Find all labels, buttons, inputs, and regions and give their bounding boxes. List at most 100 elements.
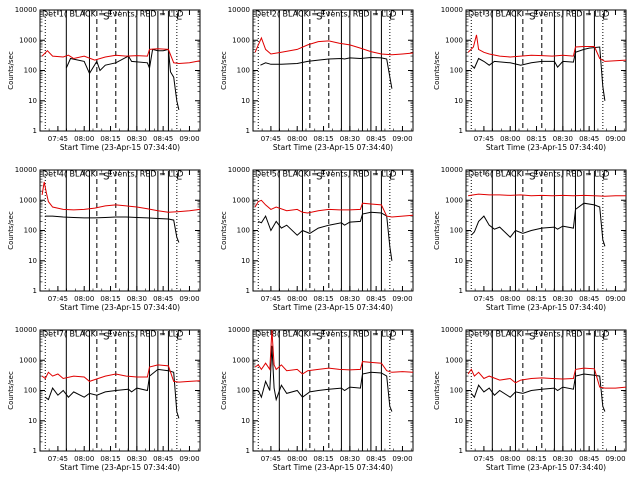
y-tick-label: 10 [28, 97, 37, 105]
panel-title: Det 2( BLACK = Events, RED = LLD [255, 10, 396, 19]
x-tick-label: 09:00 [179, 295, 199, 303]
y-tick-label: 100 [450, 387, 463, 395]
series-events-line [470, 46, 606, 101]
y-tick-label: 1000 [19, 196, 37, 204]
y-tick-label: 10 [241, 257, 250, 265]
x-tick-label: 08:00 [500, 295, 520, 303]
y-axis-label: Counts/sec [433, 371, 441, 410]
series-lld-line [467, 367, 627, 389]
y-tick-label: 10 [28, 417, 37, 425]
series-events-line [44, 368, 180, 419]
x-tick-label: 08:45 [153, 295, 173, 303]
x-tick-label: 08:00 [287, 455, 307, 463]
x-tick-label: 09:00 [392, 135, 412, 143]
x-tick-label: 09:00 [392, 295, 412, 303]
x-tick-label: 08:00 [287, 135, 307, 143]
series-events-line [257, 345, 393, 412]
plot-frame [39, 9, 201, 132]
y-tick-label: 10000 [441, 6, 463, 14]
panel-title: Det 9( BLACK = Events, RED = LLD [468, 330, 609, 339]
series-events-line [470, 202, 606, 247]
marker-label: S [316, 171, 322, 182]
y-tick-label: 10000 [441, 166, 463, 174]
y-tick-label: 1000 [445, 36, 463, 44]
y-tick-label: 1 [459, 127, 463, 135]
x-axis-label: Start Time (23-Apr-15 07:34:40) [273, 463, 393, 472]
y-tick-label: 1 [246, 287, 250, 295]
y-tick-label: 1 [459, 287, 463, 295]
series-lld-line [254, 329, 414, 375]
y-tick-label: 1000 [232, 196, 250, 204]
series-lld-line [254, 199, 414, 218]
y-tick-label: 1000 [232, 356, 250, 364]
y-axis-label: Counts/sec [220, 51, 228, 90]
x-axis-label: Start Time (23-Apr-15 07:34:40) [486, 463, 606, 472]
x-tick-label: 07:45 [261, 295, 281, 303]
marker-label: L [602, 331, 608, 342]
marker-label: L [176, 11, 182, 22]
series-lld-line [468, 193, 626, 197]
x-tick-label: 08:15 [100, 455, 120, 463]
y-tick-label: 1 [33, 127, 37, 135]
x-tick-label: 08:45 [366, 295, 386, 303]
series-lld-line [254, 36, 414, 56]
x-tick-label: 08:30 [553, 455, 573, 463]
marker-label: S [316, 11, 322, 22]
marker-label: L [389, 11, 395, 22]
x-tick-label: 08:00 [74, 295, 94, 303]
x-axis-label: Start Time (23-Apr-15 07:34:40) [60, 143, 180, 152]
y-tick-label: 10 [454, 97, 463, 105]
x-tick-label: 09:00 [605, 455, 625, 463]
y-axis-label: Counts/sec [220, 211, 228, 250]
panel-title: Det 7( BLACK = Events, RED = LLD [42, 330, 183, 339]
marker-label: S [316, 331, 322, 342]
y-tick-label: 10 [241, 417, 250, 425]
marker-label: L [602, 11, 608, 22]
x-tick-label: 08:30 [127, 295, 147, 303]
y-tick-label: 1000 [445, 196, 463, 204]
y-tick-label: 10 [454, 417, 463, 425]
x-tick-label: 08:00 [74, 135, 94, 143]
x-tick-label: 08:15 [526, 295, 546, 303]
x-tick-label: 07:45 [48, 455, 68, 463]
y-tick-label: 1 [33, 287, 37, 295]
y-tick-label: 10000 [228, 166, 250, 174]
x-tick-label: 08:30 [553, 135, 573, 143]
x-axis-label: Start Time (23-Apr-15 07:34:40) [60, 303, 180, 312]
y-tick-label: 1000 [19, 356, 37, 364]
y-tick-label: 10 [454, 257, 463, 265]
marker-label: S [103, 331, 109, 342]
y-tick-label: 10 [28, 257, 37, 265]
y-axis-label: Counts/sec [7, 371, 15, 410]
marker-label: L [389, 331, 395, 342]
plot-frame [252, 169, 414, 292]
plot-frame [465, 329, 627, 452]
y-axis-label: Counts/sec [7, 211, 15, 250]
x-tick-label: 09:00 [179, 455, 199, 463]
y-tick-label: 1 [459, 447, 463, 455]
x-tick-label: 08:00 [287, 295, 307, 303]
x-axis-label: Start Time (23-Apr-15 07:34:40) [273, 303, 393, 312]
panel-title: Det 5( BLACK = Events, RED = LLD [255, 170, 396, 179]
y-tick-label: 10000 [15, 166, 37, 174]
x-tick-label: 08:45 [579, 455, 599, 463]
y-tick-label: 100 [24, 387, 37, 395]
x-tick-label: 08:45 [579, 135, 599, 143]
x-tick-label: 08:45 [366, 135, 386, 143]
y-axis-label: Counts/sec [433, 211, 441, 250]
x-tick-label: 08:00 [500, 455, 520, 463]
x-tick-label: 08:45 [579, 295, 599, 303]
x-tick-label: 08:15 [526, 455, 546, 463]
marker-label: S [529, 11, 535, 22]
y-axis-label: Counts/sec [220, 371, 228, 410]
x-tick-label: 09:00 [605, 135, 625, 143]
y-tick-label: 1000 [232, 36, 250, 44]
y-tick-label: 10000 [441, 326, 463, 334]
y-tick-label: 100 [450, 67, 463, 75]
x-tick-label: 07:45 [48, 135, 68, 143]
